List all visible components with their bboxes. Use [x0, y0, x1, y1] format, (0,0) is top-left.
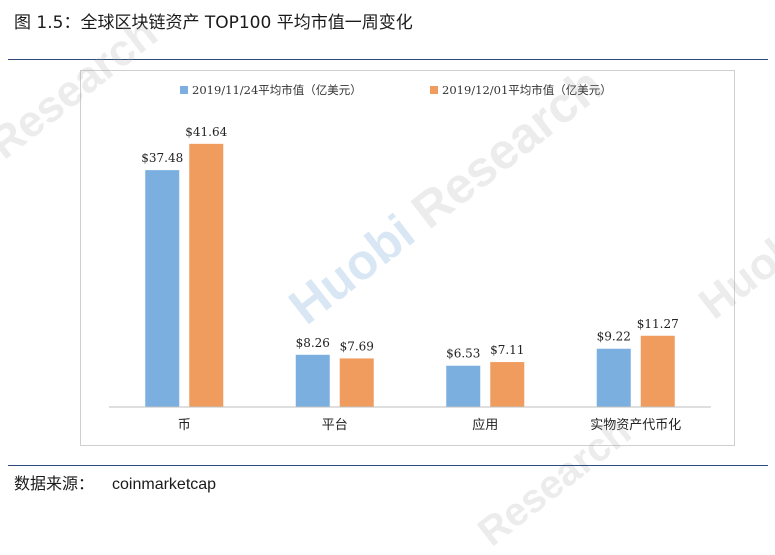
chart-frame: 2019/11/24平均市值（亿美元） 2019/12/01平均市值（亿美元） $… [80, 70, 735, 446]
data-source: 数据来源： coinmarketcap [14, 470, 216, 494]
figure-title: 图 1.5：全球区块链资产 TOP100 平均市值一周变化 [14, 13, 413, 33]
legend-swatch-2 [430, 86, 438, 94]
bar-series2-4 [640, 335, 675, 407]
category-label-3: 应用 [472, 417, 498, 433]
category-labels: 币 平台 应用 实物资产代币化 [178, 417, 682, 433]
value-label-series2-3: $7.11 [490, 343, 524, 357]
category-label-2: 平台 [322, 418, 348, 433]
value-label-series1-3: $6.53 [446, 347, 480, 361]
value-labels: $37.48$41.64 $8.26 $7.69 $6.53 $7.11 $9.22 $11… [141, 125, 679, 361]
source-value: coinmarketcap [112, 476, 217, 493]
bar-series2-1 [189, 143, 224, 407]
value-label-series2-4: $11.27 [637, 317, 679, 331]
legend-swatch-1 [180, 86, 188, 94]
legend-label-1: 2019/11/24平均市值（亿美元） [192, 83, 362, 97]
value-label-series2-2: $7.69 [340, 339, 374, 353]
category-label-1: 币 [178, 418, 191, 433]
bars [145, 143, 675, 407]
value-label-series1-2: $8.26 [296, 336, 330, 350]
bar-series2-3 [490, 362, 525, 407]
value-label-series1-1: $37.48 [141, 151, 183, 165]
category-label-4: 实物资产代币化 [590, 418, 681, 433]
legend: 2019/11/24平均市值（亿美元） 2019/12/01平均市值（亿美元） [180, 83, 612, 97]
legend-label-2: 2019/12/01平均市值（亿美元） [442, 83, 612, 97]
bar-series1-2 [295, 354, 330, 407]
bar-series1-1 [145, 170, 180, 407]
bar-series2-2 [339, 358, 374, 407]
value-label-series1-4: $9.22 [597, 330, 631, 344]
value-label-series2-1: $41.64 [185, 125, 227, 139]
bar-series1-3 [446, 365, 481, 407]
bottom-rule [8, 465, 768, 466]
source-label: 数据来源： [14, 474, 95, 493]
bar-series1-4 [596, 348, 631, 407]
bar-chart: 2019/11/24平均市值（亿美元） 2019/12/01平均市值（亿美元） $… [109, 83, 711, 433]
top-rule [8, 59, 768, 60]
